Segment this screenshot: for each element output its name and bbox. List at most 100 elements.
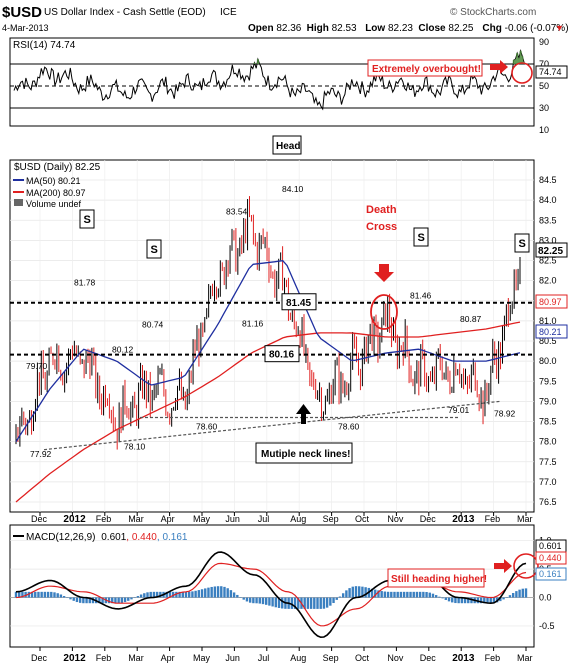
histogram-bar (111, 597, 114, 604)
histogram-bar (117, 597, 120, 604)
x-axis-label: Mar (517, 514, 533, 524)
histogram-bar (127, 597, 130, 601)
histogram-bar (434, 595, 438, 598)
histogram-bar (226, 588, 229, 598)
shoulder-label: S (418, 232, 425, 244)
x-axis-label: Jul (258, 653, 270, 663)
histogram-bar (361, 586, 364, 598)
macd-badge (535, 567, 567, 581)
x-axis-label: Oct (355, 514, 370, 524)
price-point-label: 80.74 (142, 319, 164, 329)
price-point-label: 78.10 (124, 442, 146, 452)
ohlc-open: Open 82.36 (248, 23, 302, 34)
x-axis-label: 2013 (452, 514, 475, 525)
histogram-bar (149, 591, 152, 598)
histogram-bar (322, 597, 326, 609)
rsi-arrow-icon (490, 60, 508, 74)
ma50-legend: MA(50) 80.21 (26, 176, 81, 186)
price-point-label: 80.87 (460, 314, 482, 324)
volume-legend: Volume undef (26, 199, 82, 209)
histogram-bar (438, 596, 441, 598)
histogram-bar (245, 597, 249, 602)
histogram-bar (165, 591, 168, 598)
histogram-bar (511, 593, 515, 598)
histogram-bar (386, 591, 390, 598)
x-axis-label: Aug (290, 514, 306, 524)
chart-header: $USD US Dollar Index - Cash Settle (EOD)… (2, 4, 569, 34)
histogram-bar (229, 590, 233, 598)
histogram-bar (69, 597, 72, 600)
chart-date: 4-Mar-2013 (2, 23, 49, 33)
histogram-bar (515, 591, 518, 598)
histogram-bar (290, 597, 294, 609)
histogram-bar (85, 597, 88, 604)
price-point-label: 81.16 (242, 318, 264, 328)
histogram-bar (454, 597, 457, 604)
histogram-bar (21, 591, 24, 598)
level-label-81.45: 81.45 (286, 298, 311, 309)
x-axis-label: Feb (96, 653, 112, 663)
macd-badge (535, 551, 567, 565)
x-axis-label: Apr (161, 514, 175, 524)
histogram-bar (313, 597, 316, 609)
histogram-bar (422, 591, 425, 598)
x-axis-label: Dec (31, 653, 48, 663)
histogram-bar (425, 592, 428, 598)
neck-lines-box (255, 442, 353, 464)
histogram-bar (467, 597, 470, 604)
x-axis-label: 2012 (63, 514, 86, 525)
histogram-bar (345, 590, 348, 598)
histogram-bar (43, 591, 47, 598)
histogram-bar (78, 597, 82, 603)
x-axis-label: Dec (420, 514, 437, 524)
watermark: © StockCharts.com (450, 7, 536, 18)
histogram-bar (370, 588, 374, 598)
histogram-bar (18, 591, 21, 598)
macd-legend-text: MACD(12,26,9) 0.601, 0.440, 0.161 (26, 532, 188, 543)
price-point-label: 84.10 (282, 184, 304, 194)
histogram-bar (184, 591, 188, 598)
x-axis-label: Mar (128, 514, 144, 524)
histogram-bar (53, 592, 56, 598)
macd-panel: 1.00.50.0-0.5 MACD(12,26,9) 0.601, 0.440… (9, 524, 567, 648)
histogram-bar (470, 597, 473, 604)
histogram-bar (178, 591, 181, 598)
histogram-bar (306, 597, 310, 609)
head-box (272, 135, 302, 155)
histogram-bar (123, 597, 127, 603)
histogram-bar (191, 591, 194, 598)
macd-legend-macd: 0.601 (101, 532, 126, 543)
histogram-bar (268, 597, 271, 606)
histogram-bar (91, 597, 95, 604)
rsi-value-badge (535, 65, 568, 79)
ohlc-row: Open 82.36 High 82.53 Low 82.23 Close 82.25… (248, 23, 569, 34)
macd-legend-signal: 0.440 (132, 532, 157, 543)
ohlc-chg: Chg -0.06 (-0.07%) (482, 23, 568, 34)
histogram-bar (75, 597, 79, 603)
macd-annotation: Still heading higher! (391, 574, 487, 585)
rsi-tick: 50 (539, 81, 549, 91)
histogram-bar (175, 591, 178, 598)
histogram-bar (30, 591, 34, 598)
histogram-bar (277, 597, 281, 608)
rsi-tick: 90 (539, 37, 549, 47)
price-tick: 79.0 (539, 396, 557, 406)
histogram-bar (329, 597, 332, 606)
price-point-label: 80.12 (112, 344, 134, 354)
neck-line-arrow-icon (296, 404, 311, 424)
histogram-bar (354, 586, 358, 598)
histogram-bar (338, 596, 342, 598)
histogram-bar (232, 592, 236, 598)
histogram-bar (130, 597, 133, 600)
x-axis-label: 2013 (452, 653, 475, 664)
histogram-bar (188, 591, 191, 598)
shoulder-box (413, 227, 429, 247)
histogram-bar (216, 586, 220, 598)
rsi-tick: 10 (539, 125, 549, 135)
ma200-badge-value: 80.97 (539, 297, 562, 307)
price-legend-title: $USD (Daily) 82.25 (14, 162, 101, 173)
death-cross-circle (370, 294, 398, 330)
price-tick: 84.0 (539, 195, 557, 205)
histogram-bar (463, 597, 467, 604)
